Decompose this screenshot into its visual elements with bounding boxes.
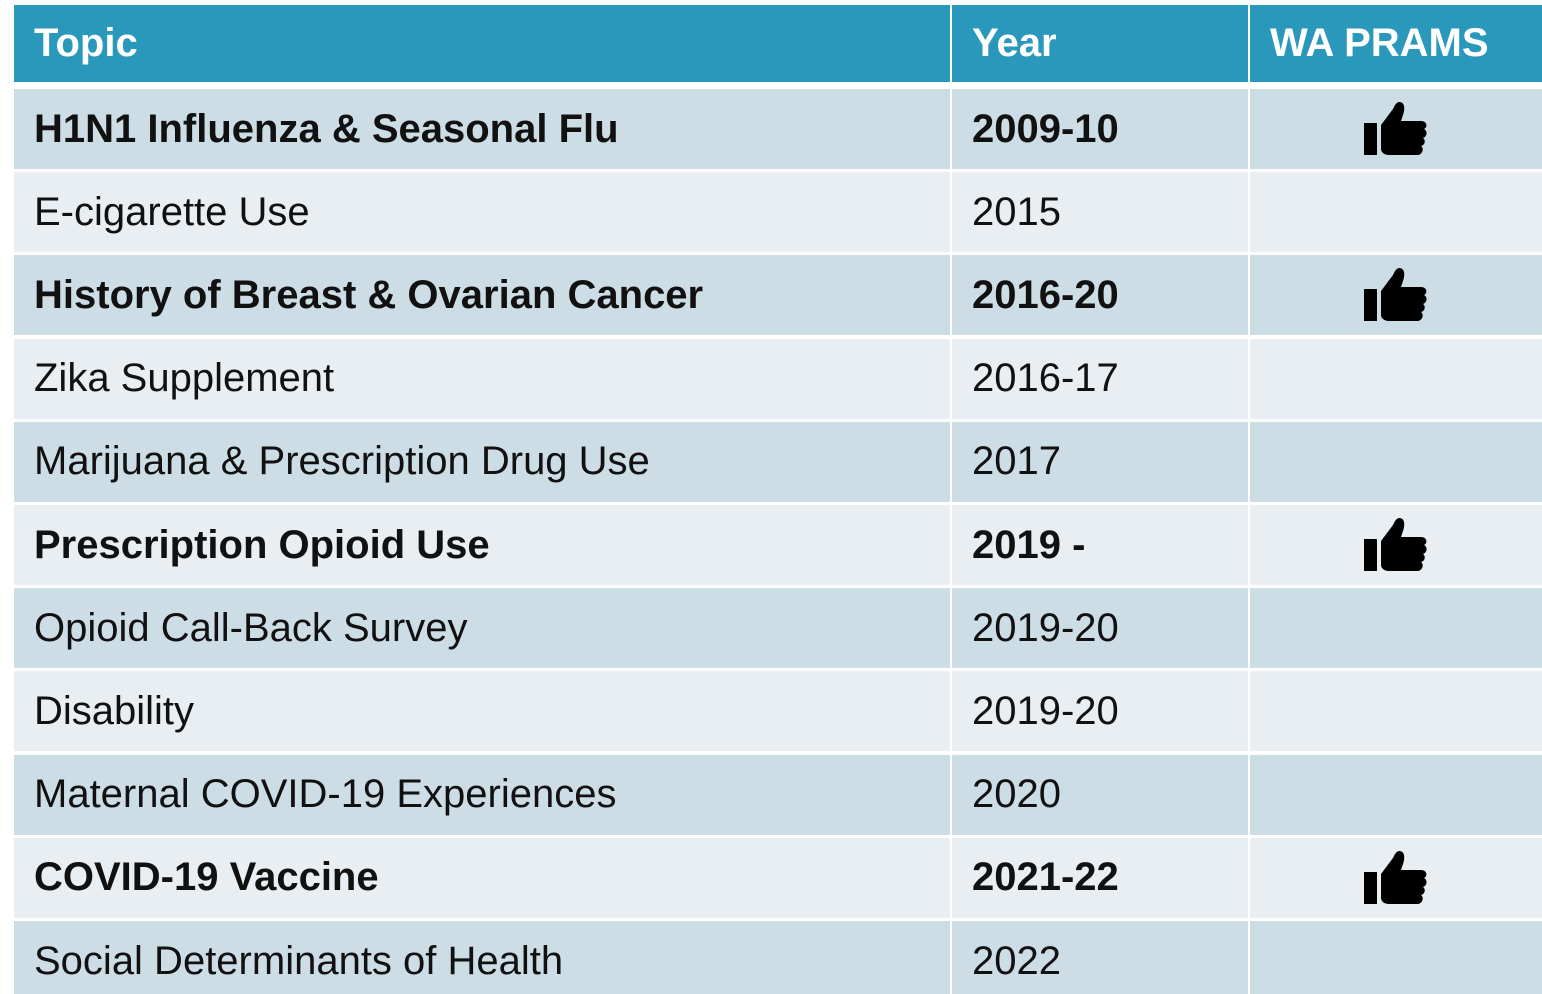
topic-cell: Prescription Opioid Use [14,505,950,585]
year-cell: 2022 [952,921,1248,994]
thumbs-up-icon [1364,102,1427,155]
header-cell: Topic [14,5,950,82]
thumbs-up-icon [1364,518,1427,571]
topic-cell: Maternal COVID-19 Experiences [14,754,950,835]
wa-prams-cell [1250,505,1542,585]
year-cell: 2016-17 [952,338,1248,419]
year-cell: 2015 [952,172,1248,253]
topic-cell: Disability [14,671,950,752]
year-cell: 2016-20 [952,255,1248,336]
header-cell: Year [952,5,1248,82]
wa-prams-cell [1250,338,1542,419]
wa-prams-cell [1250,754,1542,835]
year-cell: 2019-20 [952,588,1248,669]
wa-prams-cell [1250,588,1542,669]
year-cell: 2019 - [952,505,1248,585]
thumbs-up-icon [1364,268,1427,322]
year-cell: 2019-20 [952,671,1248,752]
year-cell: 2009-10 [952,89,1248,169]
topic-cell: H1N1 Influenza & Seasonal Flu [14,89,950,169]
header-cell: WA PRAMS [1250,5,1542,82]
year-cell: 2021-22 [952,837,1248,918]
wa-prams-cell [1250,837,1542,918]
topic-cell: Opioid Call-Back Survey [14,588,950,669]
year-cell: 2017 [952,421,1248,502]
year-cell: 2020 [952,754,1248,835]
wa-prams-cell [1250,421,1542,502]
topic-cell: Marijuana & Prescription Drug Use [14,421,950,502]
wa-prams-cell [1250,255,1542,336]
wa-prams-cell [1250,89,1542,169]
topic-cell: COVID-19 Vaccine [14,837,950,918]
wa-prams-cell [1250,172,1542,253]
topic-cell: E-cigarette Use [14,172,950,253]
thumbs-up-icon [1364,850,1427,904]
wa-prams-cell [1250,921,1542,994]
topic-cell: Zika Supplement [14,338,950,419]
topic-cell: Social Determinants of Health [14,921,950,994]
wa-prams-cell [1250,671,1542,752]
topic-cell: History of Breast & Ovarian Cancer [14,255,950,336]
